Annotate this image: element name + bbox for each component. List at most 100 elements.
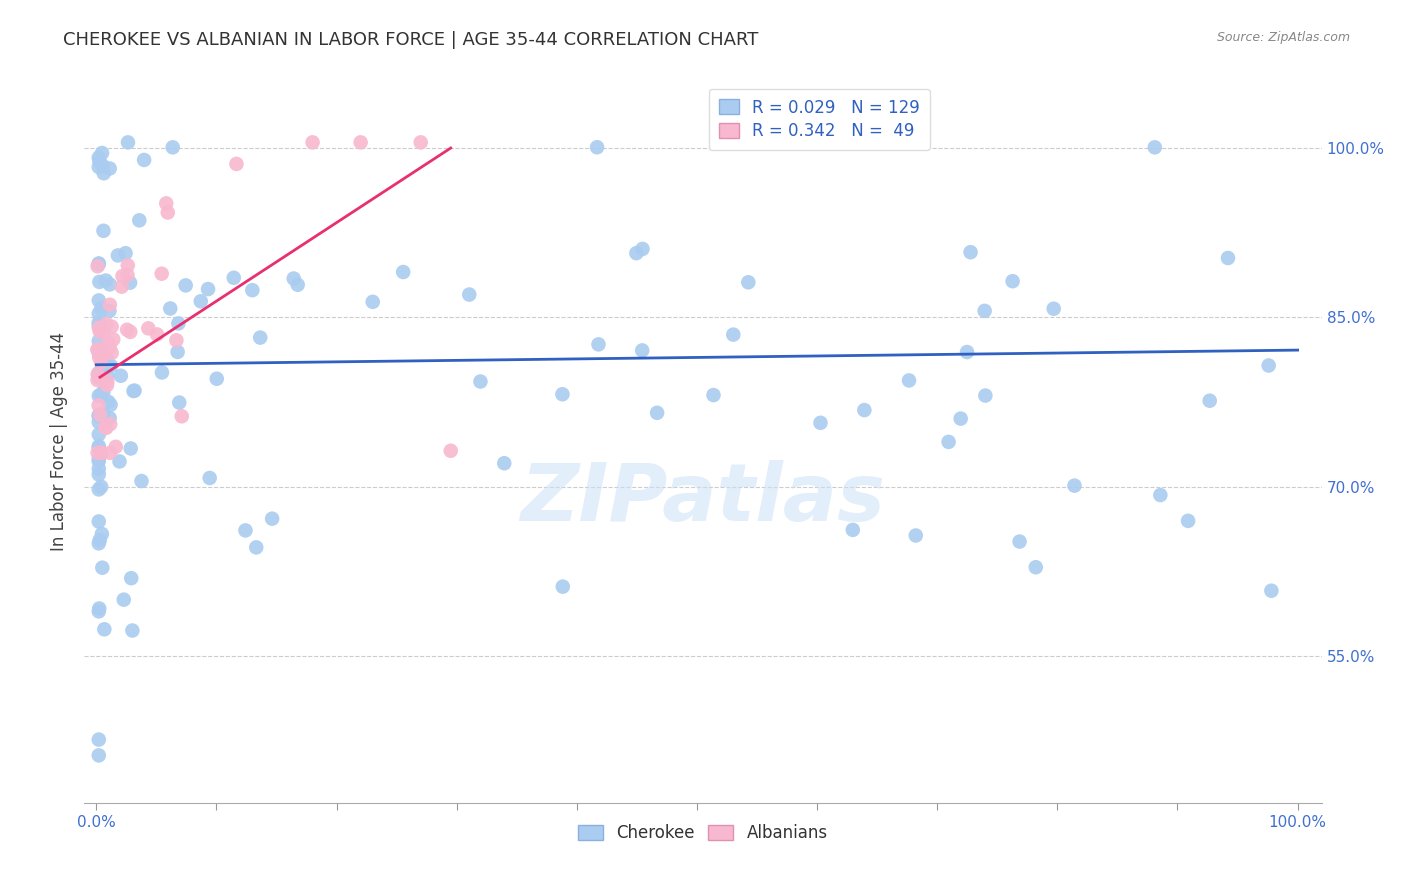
Point [86, 343, 108, 357]
Point [100, 398, 122, 412]
Point [112, 592, 135, 607]
Point [1008, 534, 1031, 549]
Point [146, 327, 169, 342]
Point [1177, 514, 1199, 528]
Point [87, 256, 110, 270]
Point [86, 260, 108, 274]
Point [225, 157, 247, 171]
Point [138, 321, 160, 335]
Point [409, 136, 432, 150]
Point [100, 359, 122, 373]
Point [842, 523, 865, 537]
Point [737, 275, 759, 289]
Point [100, 319, 122, 334]
Point [128, 213, 150, 227]
Point [301, 136, 323, 150]
Point [87, 732, 110, 747]
Point [90, 527, 112, 541]
Point [120, 325, 142, 339]
Point [104, 440, 127, 454]
Point [96, 421, 118, 435]
Point [98, 446, 121, 460]
Point [98, 304, 121, 318]
Point [87, 293, 110, 308]
Point [89, 153, 111, 168]
Point [197, 282, 219, 296]
Point [93, 385, 115, 400]
Point [1149, 488, 1171, 502]
Point [156, 205, 179, 219]
Point [1260, 583, 1282, 598]
Point [124, 384, 146, 398]
Point [87, 151, 110, 165]
Point [87, 316, 110, 330]
Point [973, 304, 995, 318]
Point [155, 196, 177, 211]
Point [122, 384, 145, 398]
Point [87, 346, 110, 360]
Point [89, 325, 111, 339]
Point [100, 346, 122, 360]
Point [205, 372, 228, 386]
Point [91, 560, 114, 574]
Point [94, 273, 117, 287]
Point [110, 368, 132, 383]
Point [974, 388, 997, 402]
Point [810, 416, 832, 430]
Point [458, 287, 481, 301]
Point [120, 442, 142, 456]
Point [115, 323, 138, 337]
Point [1257, 359, 1279, 373]
Point [87, 320, 110, 334]
Point [93, 166, 115, 180]
Point [87, 454, 110, 468]
Point [103, 333, 125, 347]
Point [190, 294, 212, 309]
Point [87, 452, 110, 467]
Point [86, 373, 108, 387]
Point [93, 347, 115, 361]
Point [702, 388, 724, 402]
Point [150, 267, 173, 281]
Point [165, 334, 187, 348]
Point [87, 409, 110, 424]
Point [87, 441, 110, 455]
Point [87, 748, 110, 763]
Point [853, 403, 876, 417]
Point [938, 434, 960, 449]
Point [586, 140, 609, 154]
Point [90, 446, 112, 460]
Point [350, 136, 373, 150]
Point [1216, 251, 1239, 265]
Point [96, 351, 118, 366]
Point [904, 528, 927, 542]
Point [120, 571, 142, 585]
Point [1143, 140, 1166, 154]
Point [114, 246, 136, 260]
Point [1001, 274, 1024, 288]
Point [91, 159, 114, 173]
Point [723, 327, 745, 342]
Point [93, 407, 115, 421]
Point [87, 370, 110, 384]
Y-axis label: In Labor Force | Age 35-44: In Labor Force | Age 35-44 [51, 332, 69, 551]
Point [98, 411, 121, 425]
Point [89, 275, 111, 289]
Point [87, 483, 110, 497]
Point [198, 471, 221, 485]
Point [626, 246, 648, 260]
Point [551, 580, 574, 594]
Point [959, 245, 981, 260]
Point [90, 387, 112, 401]
Point [96, 378, 118, 392]
Point [262, 511, 284, 525]
Point [956, 345, 979, 359]
Point [96, 317, 118, 331]
Point [89, 533, 111, 547]
Point [90, 301, 112, 316]
Point [159, 301, 181, 316]
Point [167, 395, 190, 409]
Point [87, 467, 110, 482]
Point [108, 454, 131, 468]
Point [87, 408, 110, 422]
